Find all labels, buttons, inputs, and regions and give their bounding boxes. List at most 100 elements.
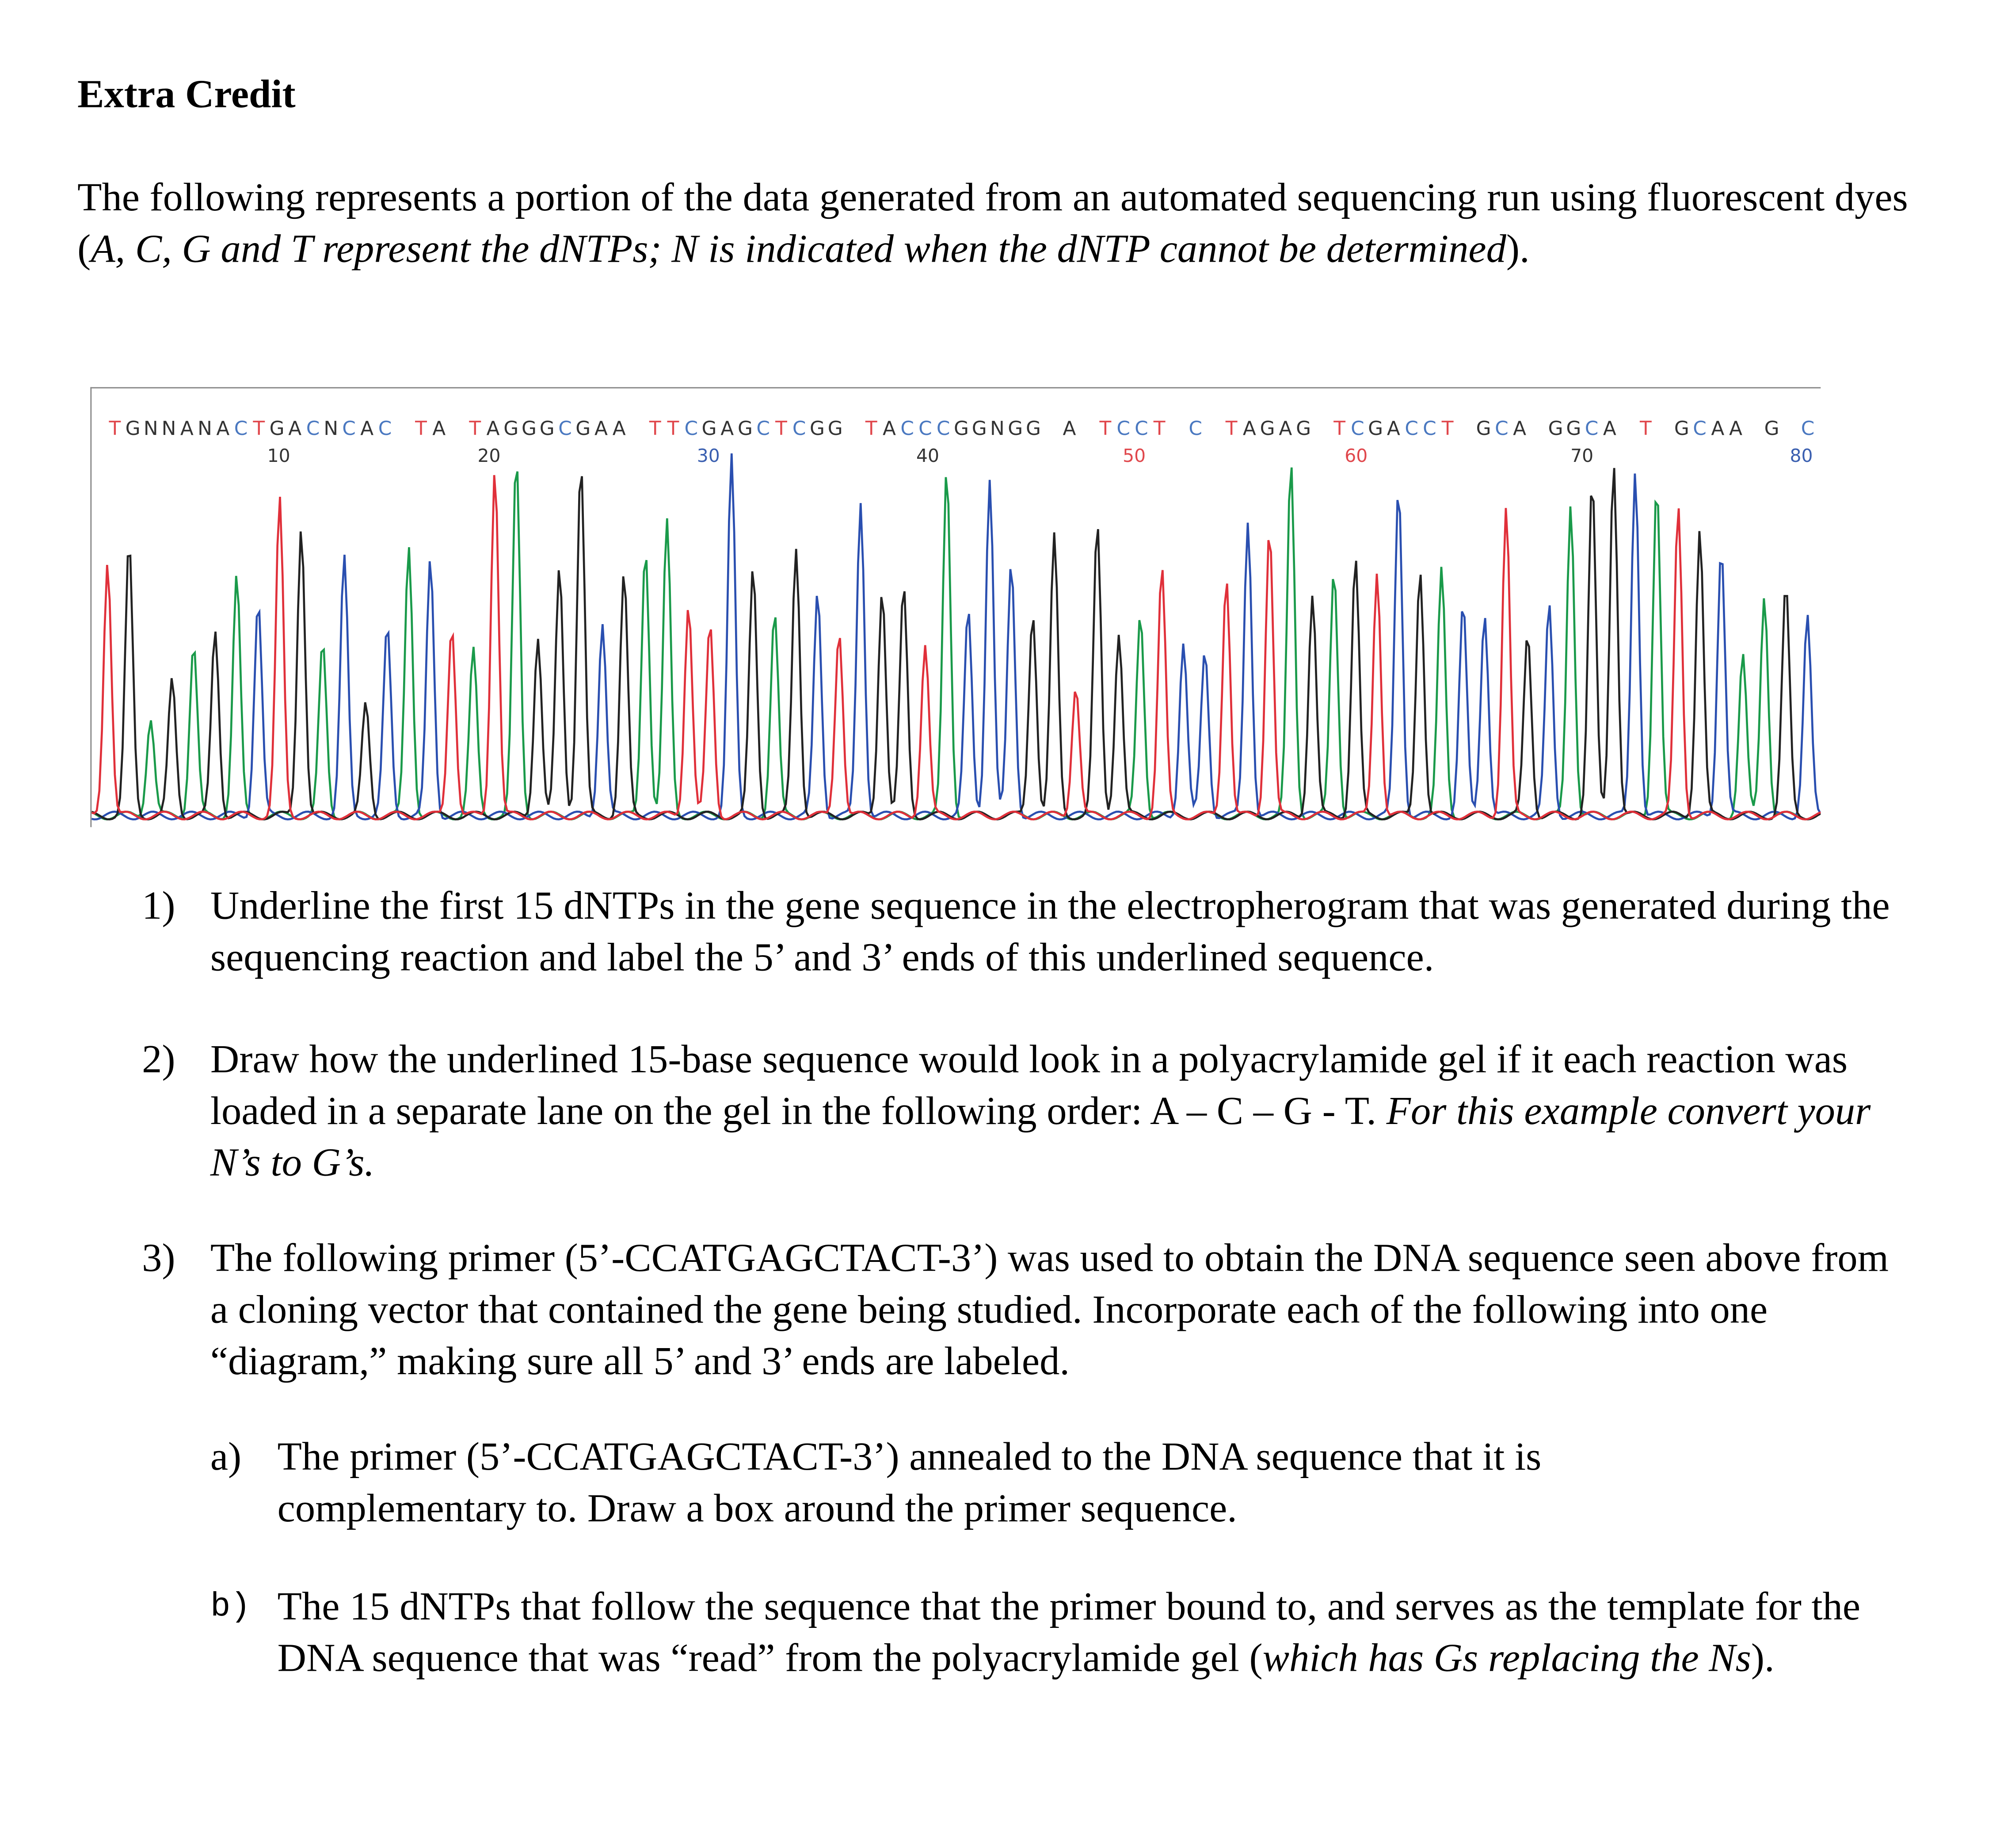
base-call-T: T — [415, 417, 427, 440]
subquestion-text: The 15 dNTPs that follow the sequence th… — [277, 1583, 1861, 1680]
base-call-C: C — [234, 417, 248, 440]
base-call-G: G — [702, 417, 717, 440]
base-call-G: G — [1008, 417, 1023, 440]
base-call-C: C — [1423, 417, 1436, 440]
intro-paragraph: The following represents a portion of th… — [77, 171, 1935, 275]
base-call-G: G — [1764, 417, 1779, 440]
base-call-G: G — [1368, 417, 1383, 440]
base-call-G: G — [1476, 417, 1491, 440]
base-call-A: A — [216, 417, 229, 440]
base-call-A: A — [1279, 417, 1292, 440]
base-call-G: G — [540, 417, 555, 440]
base-call-T: T — [469, 417, 481, 440]
base-call-T: T — [1639, 417, 1652, 440]
base-call-A: A — [1711, 417, 1724, 440]
base-call-C: C — [1189, 417, 1202, 440]
base-call-A: A — [720, 417, 734, 440]
base-call-G: G — [1566, 417, 1581, 440]
base-call-T: T — [108, 417, 121, 440]
base-call-A: A — [288, 417, 301, 440]
question-text: Draw how the underlined 15-base sequence… — [210, 1036, 1848, 1133]
base-call-A: A — [432, 417, 446, 440]
base-call-G: G — [738, 417, 753, 440]
base-call-C: C — [756, 417, 770, 440]
base-call-T: T — [667, 417, 679, 440]
base-call-A: A — [1603, 417, 1616, 440]
base-call-G: G — [126, 417, 141, 440]
base-call-N: N — [198, 417, 212, 440]
base-call-C: C — [900, 417, 914, 440]
base-call-C: C — [1405, 417, 1418, 440]
base-call-A: A — [613, 417, 626, 440]
base-call-C: C — [1801, 417, 1815, 440]
base-call-T: T — [1333, 417, 1345, 440]
base-call-C: C — [342, 417, 356, 440]
base-call-C: C — [1495, 417, 1509, 440]
intro-text: The following represents a portion of th… — [77, 174, 1908, 271]
base-call-N: N — [324, 417, 338, 440]
base-call-A: A — [1243, 417, 1256, 440]
base-call-G: G — [810, 417, 825, 440]
base-call-C: C — [937, 417, 950, 440]
question-italic: For this example convert your N’s to G’s… — [210, 1088, 1871, 1185]
position-label: 20 — [477, 445, 500, 466]
question-number: 1) — [142, 882, 175, 928]
question-number: 3) — [142, 1235, 175, 1280]
subquestion-text: The primer (5’-CCATGAGCTACT-3’) annealed… — [277, 1433, 1542, 1531]
base-call-A: A — [1063, 417, 1076, 440]
base-call-C: C — [1135, 417, 1148, 440]
position-label: 60 — [1345, 445, 1368, 466]
base-call-A: A — [594, 417, 608, 440]
subquestion-end: ). — [1751, 1635, 1775, 1680]
trace-C — [91, 453, 1821, 821]
question-text: The following primer (5’-CCATGAGCTACT-3’… — [210, 1235, 1889, 1383]
intro-end: ). — [1506, 225, 1530, 271]
position-label: 10 — [267, 445, 290, 466]
base-call-G: G — [503, 417, 518, 440]
page-title: Extra Credit — [77, 71, 296, 116]
base-call-A: A — [360, 417, 373, 440]
base-call-G: G — [270, 417, 285, 440]
position-label: 40 — [916, 445, 939, 466]
base-call-A: A — [487, 417, 500, 440]
base-call-G: G — [972, 417, 987, 440]
base-call-G: G — [522, 417, 537, 440]
base-call-T: T — [649, 417, 661, 440]
base-call-T: T — [1099, 417, 1112, 440]
base-call-T: T — [865, 417, 877, 440]
base-call-C: C — [1116, 417, 1130, 440]
base-call-G: G — [1026, 417, 1041, 440]
base-call-G: G — [1296, 417, 1311, 440]
trace-T — [91, 475, 1821, 821]
base-call-T: T — [1441, 417, 1454, 440]
position-label: 50 — [1123, 445, 1146, 466]
base-call-T: T — [252, 417, 265, 440]
position-label: 30 — [697, 445, 720, 466]
base-call-A: A — [1513, 417, 1526, 440]
base-call-N: N — [162, 417, 176, 440]
question-number: 2) — [142, 1036, 175, 1082]
subquestion-italic: which has Gs replacing the Ns — [1262, 1635, 1751, 1680]
base-call-A: A — [1729, 417, 1742, 440]
base-call-C: C — [1693, 417, 1707, 440]
base-call-C: C — [792, 417, 806, 440]
base-call-G: G — [1260, 417, 1275, 440]
base-call-N: N — [144, 417, 158, 440]
base-call-A: A — [180, 417, 194, 440]
position-label: 80 — [1790, 445, 1813, 466]
base-call-C: C — [306, 417, 320, 440]
base-call-T: T — [775, 417, 787, 440]
base-call-G: G — [1674, 417, 1689, 440]
base-call-T: T — [1153, 417, 1166, 440]
base-call-T: T — [1225, 417, 1238, 440]
subquestion-letter: b) — [210, 1587, 251, 1626]
base-call-C: C — [378, 417, 392, 440]
base-call-N: N — [990, 417, 1005, 440]
base-call-G: G — [575, 417, 590, 440]
base-call-C: C — [1585, 417, 1599, 440]
question-text: Underline the first 15 dNTPs in the gene… — [210, 882, 1890, 979]
base-call-C: C — [918, 417, 932, 440]
